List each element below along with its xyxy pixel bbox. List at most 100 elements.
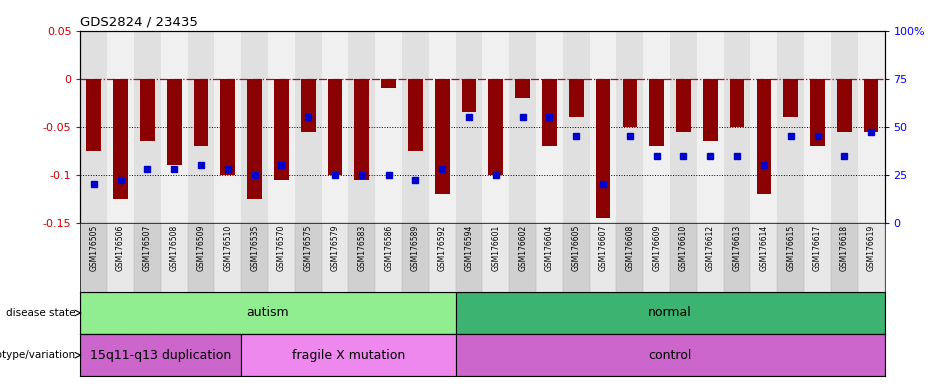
Text: GSM176589: GSM176589	[411, 225, 420, 271]
Bar	[355, 79, 369, 180]
Bar	[107, 31, 134, 223]
Bar	[295, 31, 322, 223]
Bar	[241, 223, 268, 292]
Bar	[589, 31, 617, 223]
Bar	[80, 31, 107, 223]
Bar	[697, 31, 724, 223]
Text: GSM176601: GSM176601	[491, 225, 500, 271]
Bar	[429, 31, 456, 223]
Bar	[729, 79, 745, 127]
Bar	[670, 223, 697, 292]
Bar	[80, 223, 107, 292]
Bar	[831, 223, 858, 292]
Bar	[462, 79, 477, 113]
Bar	[327, 79, 342, 175]
Text: GSM176610: GSM176610	[679, 225, 688, 271]
Bar	[569, 79, 584, 117]
Bar	[194, 79, 208, 146]
Text: GSM176510: GSM176510	[223, 225, 233, 271]
Bar	[697, 223, 724, 292]
Text: control: control	[648, 349, 692, 362]
Bar	[676, 79, 691, 132]
Text: GSM176508: GSM176508	[169, 225, 179, 271]
Bar	[429, 223, 456, 292]
Bar	[220, 79, 236, 175]
Text: GSM176509: GSM176509	[197, 225, 205, 271]
Text: GSM176506: GSM176506	[116, 225, 125, 271]
Bar	[622, 79, 638, 127]
Bar	[215, 31, 241, 223]
Bar	[134, 223, 161, 292]
Bar	[509, 31, 536, 223]
Text: GSM176613: GSM176613	[732, 225, 742, 271]
Text: GSM176507: GSM176507	[143, 225, 152, 271]
Bar	[536, 223, 563, 292]
Bar	[778, 31, 804, 223]
Text: GSM176602: GSM176602	[518, 225, 527, 271]
Bar	[274, 79, 289, 180]
Bar	[617, 31, 643, 223]
Bar	[187, 223, 215, 292]
Bar	[348, 31, 376, 223]
Bar	[596, 79, 610, 218]
Bar	[456, 292, 885, 334]
Bar	[402, 31, 429, 223]
Text: GSM176583: GSM176583	[358, 225, 366, 271]
Bar	[381, 79, 396, 88]
Bar	[670, 31, 697, 223]
Text: GSM176570: GSM176570	[277, 225, 286, 271]
Text: GSM176607: GSM176607	[599, 225, 607, 271]
Bar	[80, 334, 241, 376]
Text: GSM176619: GSM176619	[867, 225, 876, 271]
Bar	[161, 31, 187, 223]
Text: GSM176614: GSM176614	[760, 225, 768, 271]
Bar	[589, 223, 617, 292]
Text: GSM176579: GSM176579	[330, 225, 340, 271]
Text: disease state: disease state	[7, 308, 76, 318]
Bar	[247, 79, 262, 199]
Bar	[778, 223, 804, 292]
Bar	[563, 223, 589, 292]
Bar	[161, 223, 187, 292]
Bar	[187, 31, 215, 223]
Text: GSM176575: GSM176575	[304, 225, 313, 271]
Bar	[107, 223, 134, 292]
Bar	[858, 223, 885, 292]
Text: GSM176609: GSM176609	[652, 225, 661, 271]
Bar	[456, 223, 482, 292]
Bar	[643, 223, 670, 292]
Text: GSM176612: GSM176612	[706, 225, 715, 271]
Bar	[140, 79, 155, 141]
Bar	[348, 223, 376, 292]
Text: GSM176617: GSM176617	[813, 225, 822, 271]
Text: GSM176592: GSM176592	[438, 225, 447, 271]
Bar	[516, 79, 530, 98]
Bar	[408, 79, 423, 151]
Text: fragile X mutation: fragile X mutation	[291, 349, 405, 362]
Bar	[482, 31, 509, 223]
Bar	[268, 223, 295, 292]
Bar	[617, 223, 643, 292]
Bar	[542, 79, 557, 146]
Text: GSM176535: GSM176535	[250, 225, 259, 271]
Bar	[810, 79, 825, 146]
Bar	[783, 79, 798, 117]
Bar	[482, 223, 509, 292]
Bar	[322, 31, 348, 223]
Bar	[724, 223, 750, 292]
Bar	[456, 31, 482, 223]
Bar	[536, 31, 563, 223]
Bar	[456, 334, 885, 376]
Bar	[295, 223, 322, 292]
Text: genotype/variation: genotype/variation	[0, 350, 76, 360]
Bar	[86, 79, 101, 151]
Bar	[703, 79, 718, 141]
Text: GSM176505: GSM176505	[89, 225, 98, 271]
Bar	[241, 31, 268, 223]
Bar	[402, 223, 429, 292]
Bar	[831, 31, 858, 223]
Bar	[649, 79, 664, 146]
Text: 15q11-q13 duplication: 15q11-q13 duplication	[90, 349, 232, 362]
Bar	[563, 31, 589, 223]
Bar	[750, 223, 778, 292]
